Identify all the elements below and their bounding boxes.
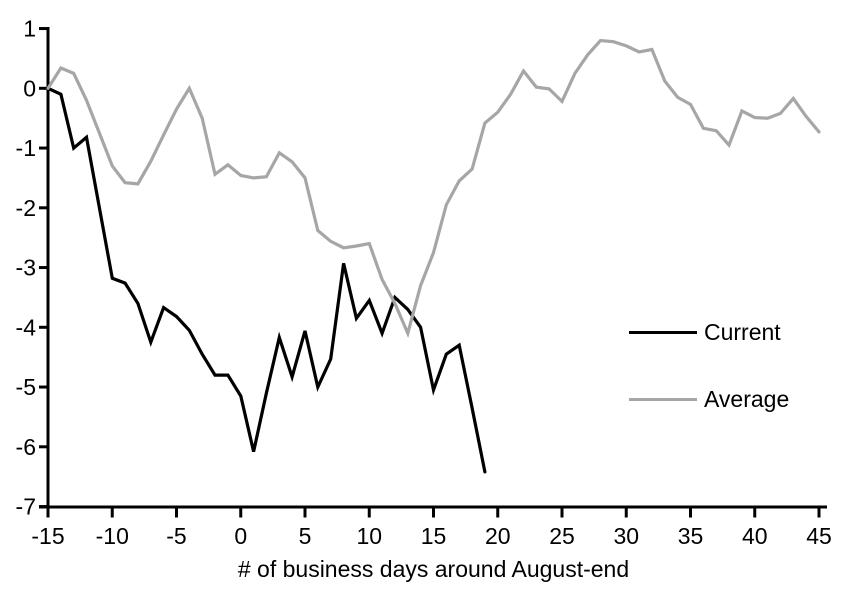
y-axis-tick-label: -5 — [16, 374, 36, 400]
average-line-swatch — [629, 397, 697, 401]
x-axis-tick-label: 10 — [356, 523, 382, 549]
x-axis-tick-label: 15 — [421, 523, 447, 549]
average-series-line — [46, 38, 821, 339]
y-axis-tick-label: 1 — [23, 16, 36, 42]
x-axis-tick-label: 40 — [742, 523, 768, 549]
y-axis-tick-label: -7 — [16, 494, 36, 520]
legend-item-current: Current — [629, 320, 789, 344]
y-axis-tick-label: -3 — [16, 255, 36, 281]
y-axis-tick-label: -4 — [16, 314, 37, 340]
y-axis-tick-label: -1 — [16, 135, 36, 161]
x-axis-tick-label: -5 — [166, 523, 186, 549]
x-axis-tick-label: 5 — [299, 523, 312, 549]
legend-label-current: Current — [704, 319, 781, 345]
x-axis-tick-label: -15 — [31, 523, 64, 549]
x-axis-tick-label: 30 — [613, 523, 639, 549]
legend: Current Average — [629, 320, 789, 411]
y-axis-tick-label: 0 — [23, 75, 36, 101]
x-axis-title: # of business days around August-end — [237, 556, 630, 582]
legend-item-average: Average — [629, 387, 789, 411]
x-axis-tick-label: 35 — [678, 523, 704, 549]
legend-label-average: Average — [704, 386, 790, 412]
x-axis-tick-label: 0 — [234, 523, 247, 549]
x-axis-tick-label: -10 — [96, 523, 129, 549]
x-axis-tick-label: 25 — [549, 523, 575, 549]
x-axis-tick-label: 20 — [485, 523, 511, 549]
current-series-line — [46, 86, 487, 474]
current-line-swatch — [629, 330, 697, 334]
x-axis-tick-label: 45 — [806, 523, 832, 549]
y-axis-tick-label: -2 — [16, 195, 36, 221]
y-axis-tick-label: -6 — [16, 434, 36, 460]
